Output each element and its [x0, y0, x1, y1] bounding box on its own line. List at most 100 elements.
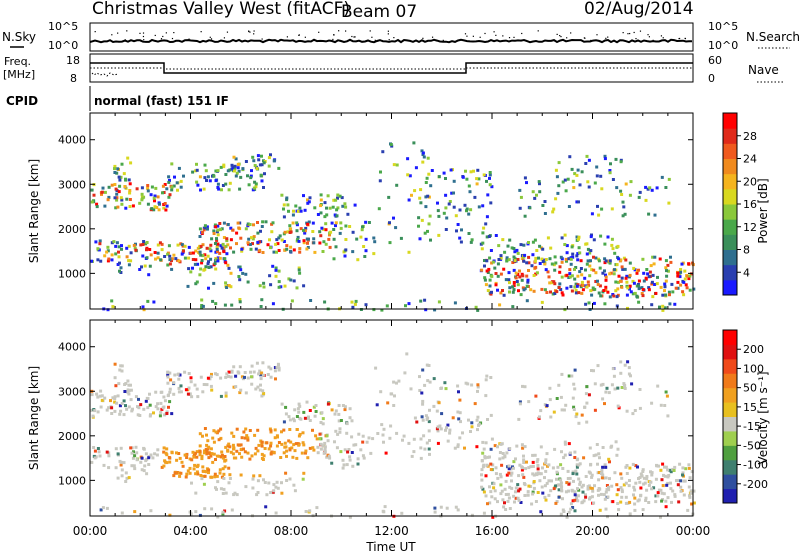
velocity-cell [592, 501, 596, 505]
velocity-cell [260, 440, 264, 444]
power-cell [119, 175, 123, 179]
velocity-cell [179, 384, 183, 388]
velocity-cell [285, 454, 288, 458]
velocity-cell [647, 483, 651, 487]
power-cell [216, 169, 220, 173]
velocity-cell [507, 467, 511, 471]
velocity-cell [597, 471, 601, 474]
power-cell [581, 284, 585, 287]
velocity-cell [578, 480, 582, 484]
power-cell [546, 270, 550, 274]
power-cell [490, 185, 494, 189]
velocity-cell [257, 443, 261, 447]
velocity-cell [426, 379, 430, 383]
power-cell [334, 224, 337, 228]
power-cell [426, 229, 429, 233]
velocity-cell [261, 373, 265, 377]
velocity-cell [316, 445, 320, 449]
velocity-cell [131, 456, 135, 460]
power-cell [499, 291, 503, 295]
power-cell [214, 242, 217, 245]
power-cell [115, 241, 119, 245]
velocity-cell [252, 370, 256, 374]
power-cell [230, 163, 234, 167]
velocity-cell [517, 489, 521, 493]
power-cell [540, 300, 544, 304]
velocity-cell [603, 402, 606, 406]
velocity-cell [227, 370, 231, 374]
power-cell [297, 268, 301, 272]
nsky-point [388, 39, 390, 41]
velocity-cell [481, 487, 485, 491]
velocity-cell [273, 369, 277, 373]
power-cell [541, 204, 545, 207]
velocity-cell [224, 391, 228, 395]
power-cell [222, 221, 226, 225]
power-cell [364, 249, 368, 253]
velocity-cell [419, 437, 423, 441]
velocity-cell [575, 497, 579, 501]
power-cell [574, 288, 578, 292]
nsky-point [173, 31, 175, 34]
power-cell [291, 213, 295, 217]
power-cell [106, 249, 110, 253]
velocity-cell [574, 415, 578, 419]
velocity-cell [262, 478, 265, 482]
power-cell [338, 194, 342, 198]
velocity-data [90, 352, 696, 519]
power-cell [465, 207, 469, 211]
power-cell [552, 280, 556, 284]
power-cell [667, 177, 671, 181]
power-cell [290, 299, 294, 303]
velocity-cell [666, 414, 670, 418]
velocity-cell [260, 456, 264, 460]
power-cell [522, 288, 526, 292]
power-cell [216, 233, 220, 237]
power-cell [112, 240, 116, 244]
velocity-cell [209, 447, 213, 451]
nsky-point [660, 35, 663, 37]
power-cell [535, 249, 539, 252]
power-cell [220, 227, 224, 231]
power-cell [272, 250, 276, 254]
power-cell [609, 162, 612, 166]
velocity-cell [180, 460, 184, 464]
power-cell [482, 173, 486, 177]
velocity-cell [339, 450, 343, 454]
nsky-point [318, 31, 320, 33]
velocity-cell [550, 479, 553, 483]
power-cell [118, 261, 121, 265]
power-swatch [723, 279, 737, 296]
velocity-cell [470, 383, 474, 387]
velocity-cell [183, 453, 187, 457]
power-cell [490, 274, 494, 278]
power-cell [319, 198, 323, 202]
power-cell [629, 290, 633, 294]
power-cell [163, 183, 167, 186]
velocity-cell [527, 466, 531, 470]
velocity-swatch [723, 488, 737, 504]
power-cell [304, 226, 308, 230]
power-cell [626, 286, 630, 290]
power-cell [663, 285, 667, 289]
power-cell [258, 284, 262, 288]
power-cell [463, 203, 467, 207]
velocity-cell [539, 472, 543, 476]
power-cell [651, 273, 655, 277]
power-cell [525, 284, 529, 288]
power-cell [578, 183, 582, 187]
power-cell [302, 239, 306, 243]
power-cell [472, 169, 475, 173]
power-cell [549, 290, 552, 294]
power-cell [214, 225, 218, 229]
power-cell [603, 242, 607, 246]
power-cell [556, 191, 560, 195]
power-cell [642, 279, 646, 283]
power-cell [173, 175, 176, 179]
power-cell [298, 271, 302, 275]
power-cell [330, 221, 334, 225]
velocity-cell [613, 471, 617, 475]
velocity-cell [518, 400, 522, 404]
velocity-cell [649, 480, 652, 484]
velocity-cell [264, 505, 268, 509]
